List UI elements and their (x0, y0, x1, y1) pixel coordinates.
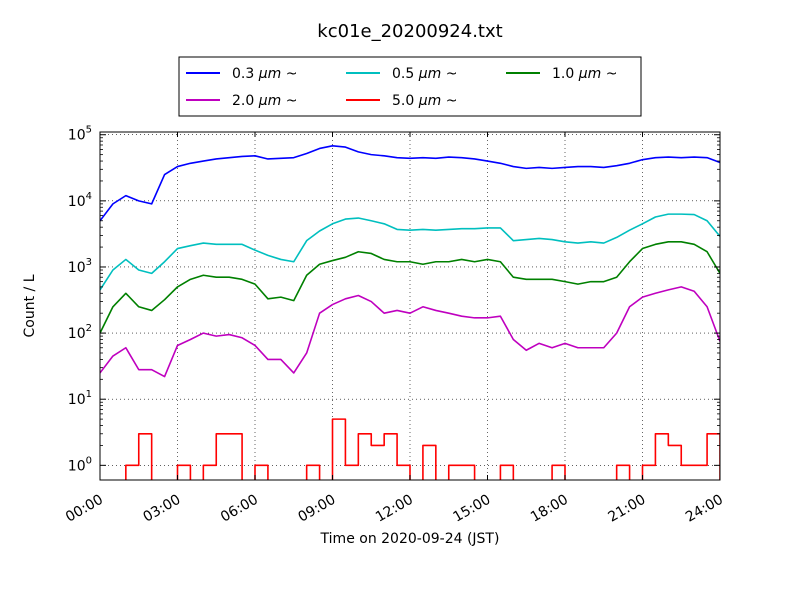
x-axis-label: Time on 2020-09-24 (JST) (320, 531, 500, 547)
x-tick-label: 06:00 (218, 492, 261, 526)
series-line-0-3 (100, 145, 720, 222)
axis-ticks (99, 132, 721, 480)
grid (100, 132, 720, 480)
x-tick-label: 21:00 (606, 492, 649, 526)
y-tick-labels: 100 101 102 103 104 105 (68, 125, 92, 475)
series-line-5-0 (125, 418, 720, 480)
legend-entries: 0.3 μm ~ 0.5 μm ~ 1.0 μm ~ 2.0 μm ~ 5.0 μm ~ (186, 66, 617, 109)
legend-label: 0.3 μm ~ (232, 66, 297, 82)
legend-frame (178, 56, 642, 117)
y-tick-label: 101 (68, 389, 92, 408)
x-tick-label: 03:00 (141, 492, 184, 526)
y-tick-label: 103 (68, 257, 92, 276)
series-line-1-0 (100, 241, 720, 334)
legend-label: 5.0 μm ~ (392, 93, 457, 109)
x-tick-label: 09:00 (296, 492, 339, 526)
legend-label: 2.0 μm ~ (232, 93, 297, 109)
y-axis-label: Count / L (22, 274, 38, 337)
x-tick-label: 15:00 (451, 492, 494, 526)
x-tick-label: 12:00 (373, 492, 416, 526)
y-tick-label: 102 (68, 323, 92, 342)
x-tick-label: 00:00 (63, 492, 106, 526)
chart-title: kc01e_20200924.txt (317, 21, 502, 42)
legend-label: 0.5 μm ~ (392, 66, 457, 82)
x-tick-labels: 00:00 03:00 06:00 09:00 12:00 15:00 18:00 21:00… (63, 492, 726, 526)
legend-label: 1.0 μm ~ (552, 66, 617, 82)
series-line-2-0 (100, 286, 720, 378)
y-tick-label: 100 (68, 455, 92, 474)
x-tick-label: 18:00 (528, 492, 571, 526)
series-group (100, 145, 720, 480)
x-tick-label: 24:00 (683, 492, 726, 526)
legend: 0.3 μm ~ 0.5 μm ~ 1.0 μm ~ 2.0 μm ~ 5.0 μm ~ (178, 56, 642, 117)
y-tick-label: 104 (68, 191, 92, 210)
series-line-0-5 (100, 213, 720, 291)
y-tick-label: 105 (68, 125, 92, 144)
